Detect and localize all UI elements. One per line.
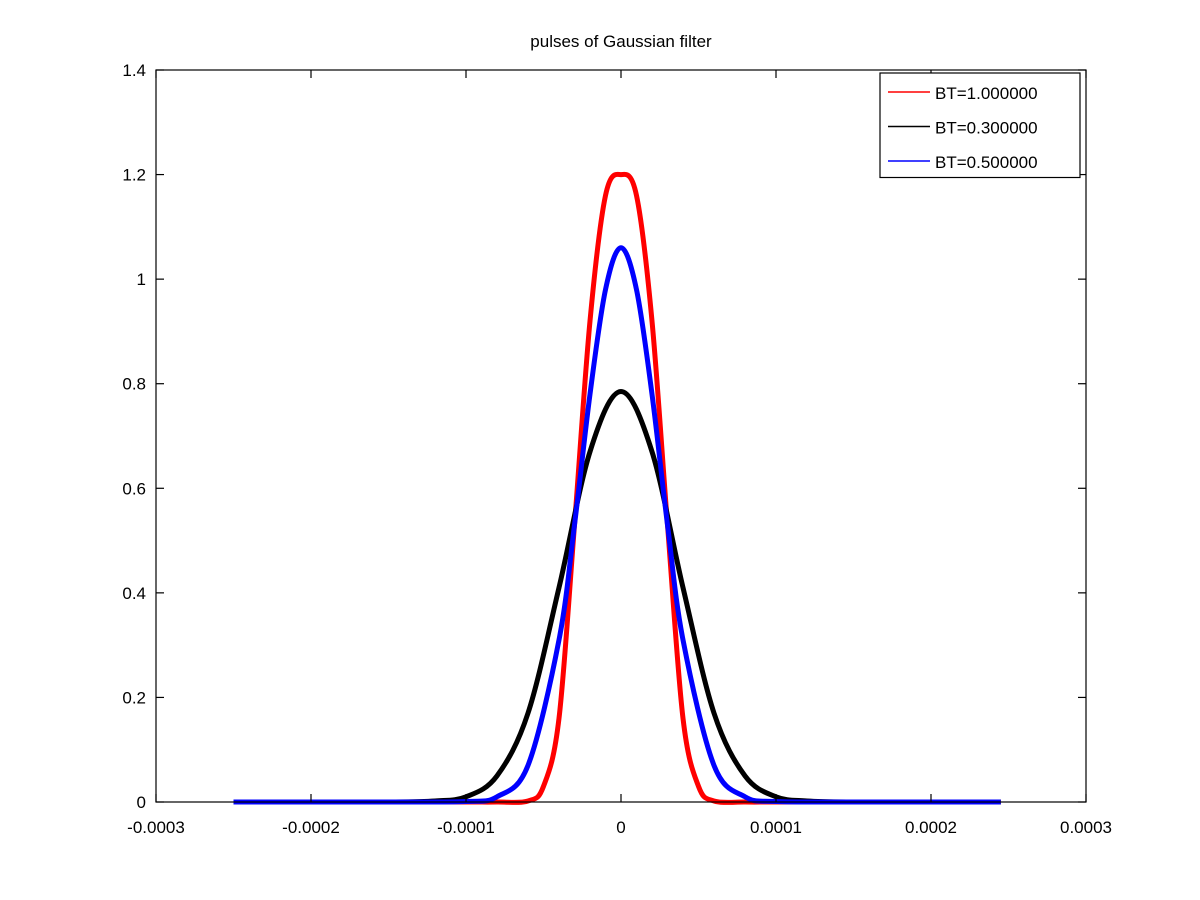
- legend-label: BT=0.500000: [935, 153, 1038, 172]
- y-tick-label: 0.4: [122, 584, 146, 603]
- x-tick-label: -0.0001: [437, 818, 495, 837]
- legend-label: BT=1.000000: [935, 84, 1038, 103]
- x-tick-label: 0.0001: [750, 818, 802, 837]
- y-tick-label: 1.2: [122, 166, 146, 185]
- x-tick-label: -0.0002: [282, 818, 340, 837]
- y-tick-label: 0.8: [122, 375, 146, 394]
- legend-box: [879, 72, 1081, 179]
- y-tick-label: 0: [137, 793, 146, 812]
- y-tick-label: 0.2: [122, 688, 146, 707]
- y-tick-label: 1.4: [122, 61, 146, 80]
- y-tick-labels: 0 0.2 0.4 0.6 0.8 1 1.2 1.4: [122, 61, 146, 812]
- x-tick-label: 0: [616, 818, 625, 837]
- legend-label: BT=0.300000: [935, 119, 1038, 138]
- ticks-layer: [155, 69, 1087, 803]
- legend: BT=1.000000 BT=0.300000 BT=0.500000: [879, 72, 1081, 179]
- chart-title: pulses of Gaussian filter: [530, 32, 712, 51]
- x-tick-labels: -0.0003 -0.0002 -0.0001 0 0.0001 0.0002 0.0003: [127, 818, 1112, 837]
- x-tick-label: 0.0003: [1060, 818, 1112, 837]
- y-tick-label: 0.6: [122, 479, 146, 498]
- y-tick-label: 1: [137, 270, 146, 289]
- series-line-3: [233, 245, 1001, 805]
- x-tick-label: 0.0002: [905, 818, 957, 837]
- x-tick-label: -0.0003: [127, 818, 185, 837]
